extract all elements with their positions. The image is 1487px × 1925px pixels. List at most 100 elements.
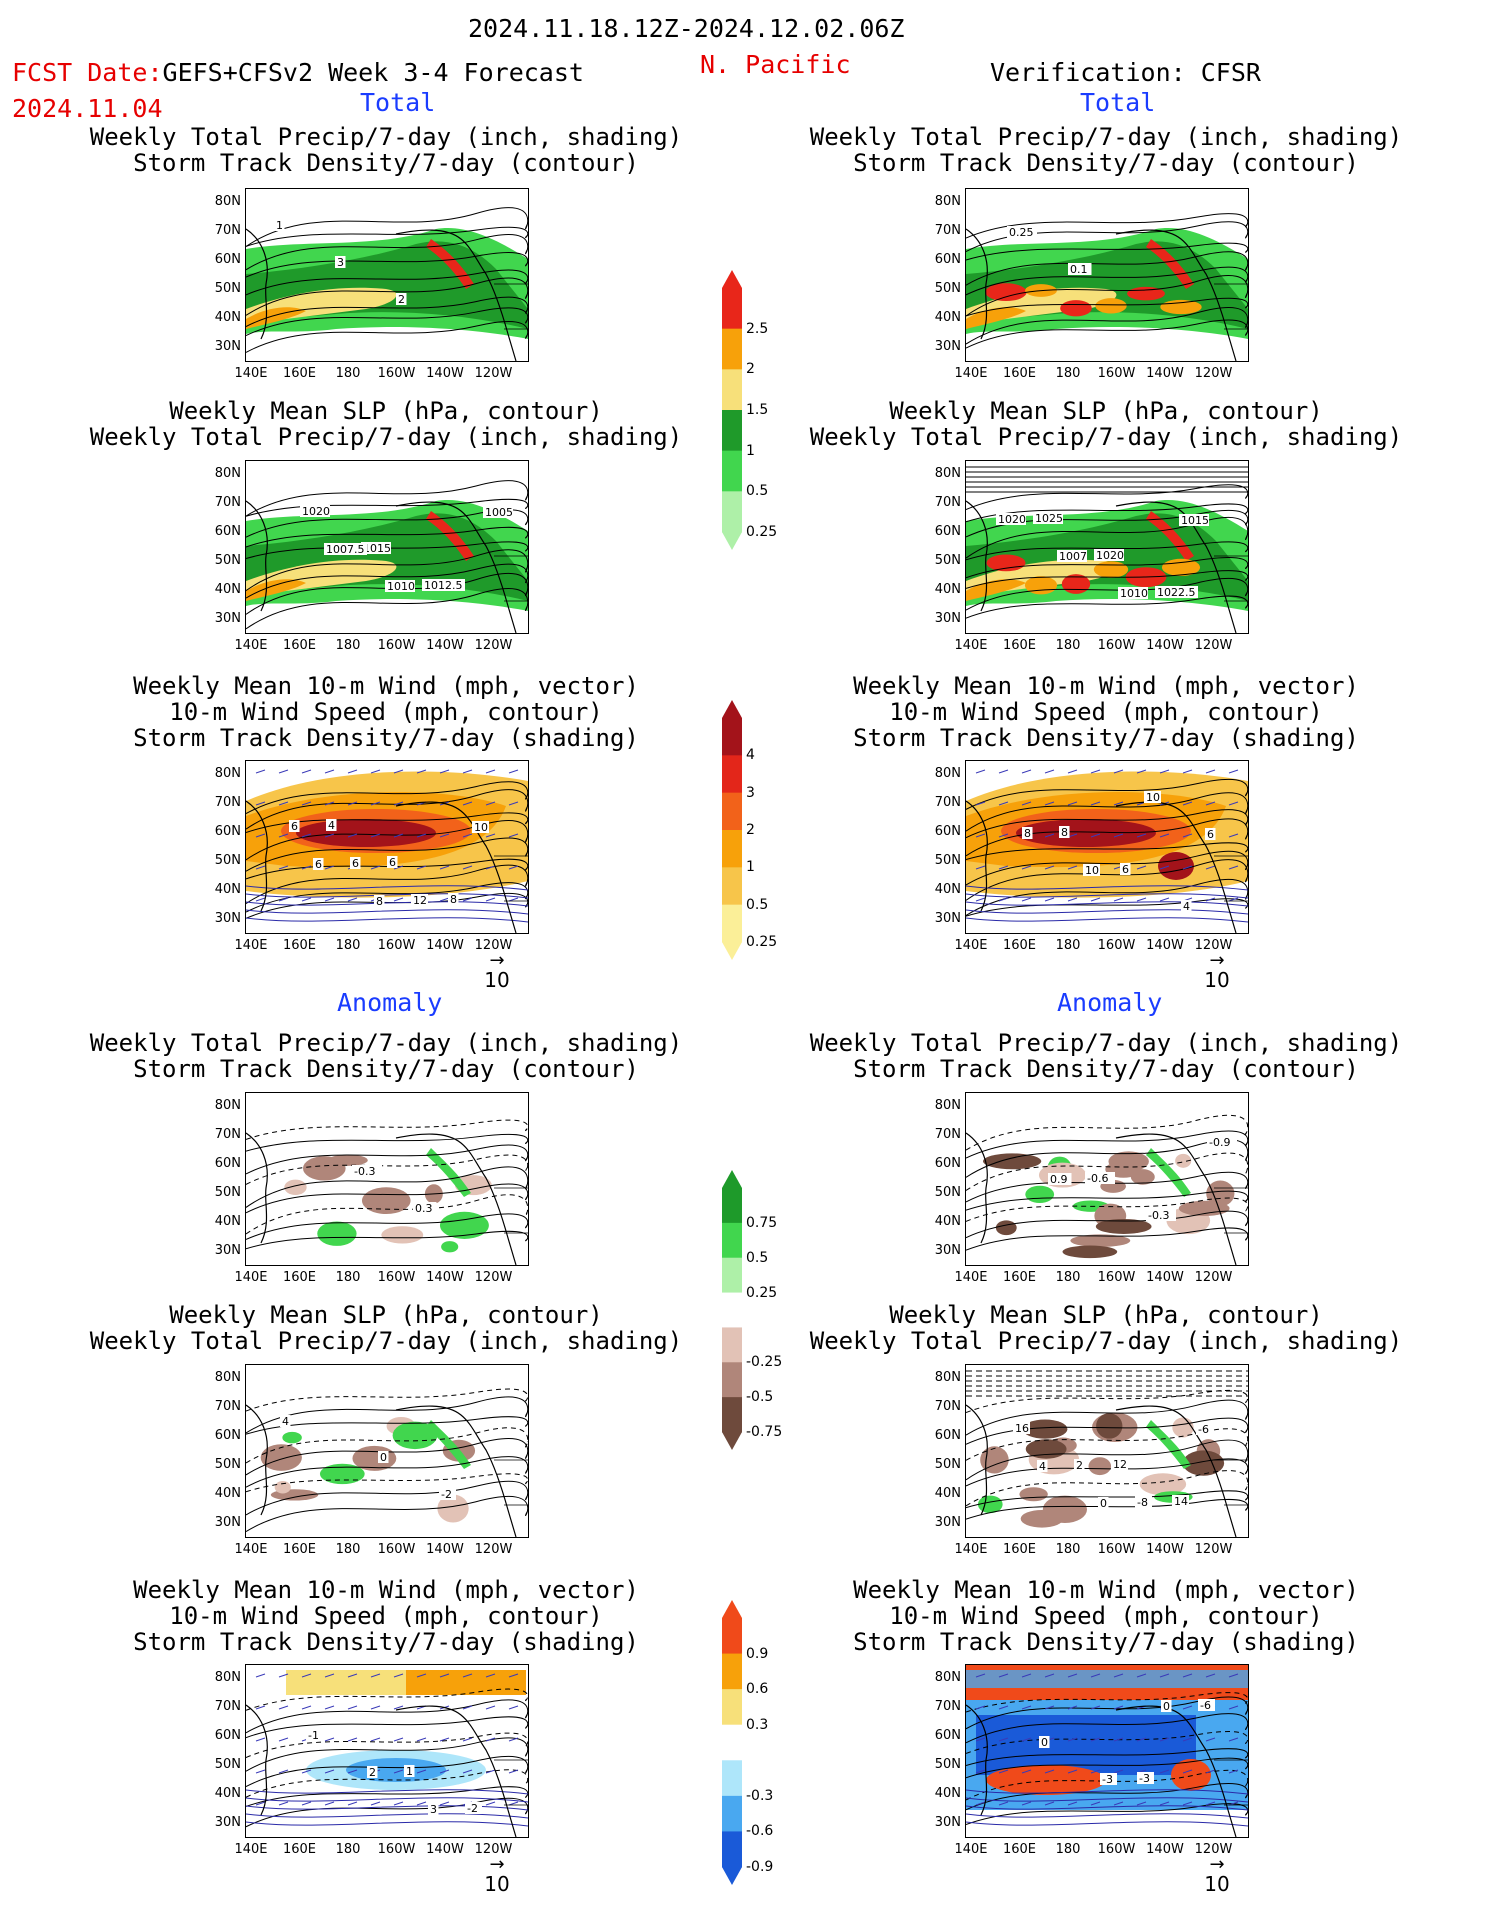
ob-anom-slp-lat-label: 80N [934,1370,961,1385]
anomaly-patch-strong [1182,1450,1225,1476]
precip-cell [1160,299,1202,315]
anomaly-patch [274,1481,291,1494]
forecast-name: GEFS+CFSv2 Week 3-4 Forecast [162,58,584,87]
contour-line [246,1755,528,1788]
contour-label-bg [1083,864,1100,876]
wind-vector [462,801,473,806]
ob-total-wind-lon-label: 140W [1146,938,1184,953]
contour-line [966,503,1248,523]
fc-anom-precip-lon-label: 160E [282,1270,317,1285]
colorbar-swatch [722,1760,742,1797]
contour-line [246,549,528,592]
ob-anom-wind-map: -3 -6 0 -3 0 [965,1664,1249,1838]
contour-label-bg [1111,1458,1128,1470]
contour-line [246,480,528,517]
anomaly-patch [303,1156,346,1181]
wind-vector [975,1737,986,1742]
contour-label-bg [280,1415,291,1427]
wind-vector [1182,1737,1193,1742]
wind-vector [324,769,335,774]
ob-anom-wind-lat-label: 30N [934,1815,961,1830]
colorbar-storm_total-label: 2 [746,822,755,838]
precip-cell [1024,576,1058,595]
contour-line [966,1769,1248,1801]
precip-coast-max [426,511,474,561]
fc-anom-precip-lat-label: 80N [214,1098,241,1113]
precip-shade-peak [246,307,306,329]
wind-vector [1113,769,1124,774]
fc-total-precip-lat-label: 50N [214,281,241,296]
ob-anom-precip-lon-label: 140E [954,1270,988,1285]
wind-vector [1182,1705,1193,1710]
contour-label-bg [387,856,398,868]
ob-anom-slp-plot: 12 14 16 2 -8 -6 4 0 [966,1370,1248,1537]
contour-line [966,1692,1248,1713]
fc-total-slp-lon-label: 160W [377,638,416,653]
fc-anom-precip-lat-label: 50N [214,1185,241,1200]
ob-total-precip-lat-label: 50N [934,281,961,296]
contour-label: 1015 [363,542,391,555]
contour-label: 1012.5 [424,579,463,592]
contour-label-bg [422,579,465,591]
precip-shade-peak [246,579,306,601]
contour-label: 10 [474,821,488,834]
fc-anom-wind-title-line-1: Weekly Mean 10-m Wind (mph, vector) [133,1576,639,1604]
wind-vector [975,1673,986,1678]
wind-vector [1067,1737,1078,1742]
coastline-asia [246,500,268,612]
contour-label-bg [274,219,285,231]
ob-anom-wind-lat-label: 70N [934,1699,961,1714]
contour-line [246,837,528,872]
colorbar-graphic [722,1170,742,1450]
colorbar-swatch [722,904,742,943]
ob-anom-slp-lon-label: 180 [1055,1542,1081,1557]
contour-label: 16 [1015,1422,1029,1435]
wind-vector [1136,833,1147,838]
ob-anom-slp-map: 12 14 16 2 -8 -6 4 0 [965,1364,1249,1538]
contour-line [966,578,1248,611]
contour-line [246,1133,528,1152]
ob-total-precip-title-line-1: Weekly Total Precip/7-day (inch, shading… [809,123,1403,151]
contour-line [966,266,1248,296]
wind-vector [485,1673,496,1678]
contour-line [246,1144,528,1175]
ob-total-slp-lat-label: 50N [934,553,961,568]
contour-line [966,778,1248,810]
colorbar-bottom-triangle [722,1432,742,1450]
wind-vector [1044,801,1055,806]
contour-label: 1007.5 [326,543,365,556]
contour-line [966,541,1248,561]
coastline-asia [966,500,988,612]
wind-vector [370,1673,381,1678]
fc-anom-slp-lat-label: 60N [214,1428,241,1443]
wind-speed-contour [246,909,528,915]
ob-anom-precip-lon-label: 120W [1194,1270,1233,1285]
ob-total-slp-lon-label: 140W [1146,638,1184,653]
wind-vector [370,1801,381,1806]
fc-anom-precip-lon-label: 160W [377,1270,416,1285]
fc-anom-slp-lon-label: 160W [377,1542,416,1557]
fc-anom-precip-lat-label: 60N [214,1156,241,1171]
fc-anom-wind-vector-reference: → 10 [477,1856,517,1897]
ob-anom-wind-lon-label: 140E [954,1842,988,1857]
wind-vector [347,1673,358,1678]
wind-vector [1021,897,1032,902]
colorbar-storm_total [722,700,742,960]
ob-total-precip-lat-label: 40N [934,310,961,325]
contour-line [246,1230,528,1250]
contour-line [246,1769,528,1798]
precip-cell [1060,300,1092,317]
ob-anom-slp-lat-label: 40N [934,1486,961,1501]
fc-total-wind-lat-label: 50N [214,853,241,868]
wind-vector [255,1673,266,1678]
ob-total-precip-lat-label: 60N [934,252,961,267]
wind-vector [485,801,496,806]
colorbar-swatch [722,1795,742,1832]
wind-vector [1090,897,1101,902]
fc-total-precip-lat-label: 30N [214,339,241,354]
wind-vector [416,1769,427,1774]
contour-label: -0.9 [1209,1136,1230,1149]
wind-vector [1205,865,1216,870]
contour-label-bg [1048,1173,1072,1185]
ob-total-wind-lon-label: 160E [1002,938,1037,953]
